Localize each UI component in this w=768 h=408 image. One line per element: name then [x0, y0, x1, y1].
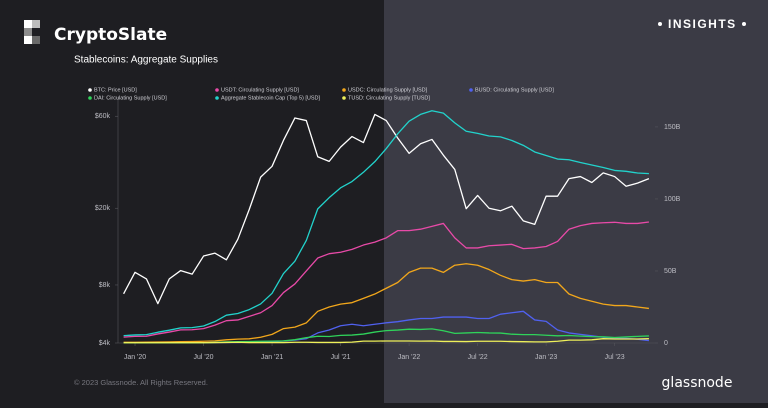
brand: CryptoSlate — [54, 25, 167, 45]
legend-swatch — [215, 88, 219, 92]
x-tick-label: Jan '21 — [261, 354, 283, 361]
x-tick-label: Jan '23 — [535, 354, 557, 361]
legend-swatch — [469, 88, 473, 92]
legend-label: USDC: Circulating Supply [USD] — [348, 87, 428, 93]
series-line — [123, 113, 650, 305]
series-line — [123, 221, 650, 338]
y-tick-label: $8k — [99, 282, 111, 289]
y-tick-label: $20k — [95, 205, 111, 212]
legend-label: USDT: Circulating Supply [USD] — [221, 87, 299, 93]
legend-swatch — [215, 96, 219, 100]
legend-label: TUSD: Circulating Supply [TUSD] — [348, 95, 430, 101]
x-tick-label: Jul '23 — [605, 354, 625, 361]
copyright: © 2023 Glassnode. All Rights Reserved. — [74, 378, 208, 387]
x-tick-label: Jan '22 — [398, 354, 420, 361]
series-line — [123, 110, 649, 337]
x-tick-label: Jan '20 — [124, 354, 146, 361]
x-tick-label: Jul '20 — [194, 354, 214, 361]
legend-label: Aggregate Stablecoin Cap (Top 5) [USD] — [221, 95, 321, 101]
legend-swatch — [88, 88, 92, 92]
x-tick-label: Jul '21 — [331, 354, 351, 361]
plot: $4k $8k $20k $60k 0 50B 100B 150B Jan '20 Jul '20… — [88, 87, 681, 361]
badge: INSIGHTS — [668, 17, 737, 31]
y2-tick-label: 0 — [664, 340, 668, 347]
y2-tick-label: 50B — [664, 268, 677, 275]
chart-title: Stablecoins: Aggregate Supplies — [74, 55, 218, 66]
series-line — [123, 263, 650, 343]
legend-swatch — [342, 88, 346, 92]
legend-label: BTC: Price [USD] — [94, 87, 137, 93]
highlight-panel — [384, 0, 768, 403]
y2-tick-label: 100B — [664, 196, 681, 203]
brand-icon — [24, 20, 40, 44]
legend-label: BUSD: Circulating Supply [USD] — [475, 87, 554, 93]
x-tick-label: Jul '22 — [468, 354, 488, 361]
y2-tick-label: 150B — [664, 124, 681, 131]
y-tick-label: $60k — [95, 113, 111, 120]
series-line — [123, 338, 649, 344]
y-tick-label: $4k — [99, 340, 111, 347]
legend-swatch — [88, 96, 92, 100]
legend-swatch — [342, 96, 346, 100]
badge-dot — [658, 22, 662, 26]
legend-label: DAI: Circulating Supply [USD] — [94, 95, 167, 101]
footer-logo: glassnode — [662, 375, 733, 391]
badge-dot — [742, 22, 746, 26]
